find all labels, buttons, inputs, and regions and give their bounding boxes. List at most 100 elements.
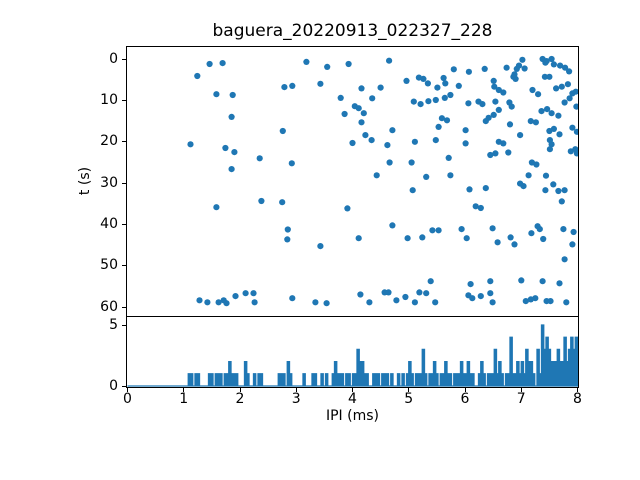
scatter-point bbox=[289, 82, 296, 89]
scatter-point bbox=[515, 62, 523, 69]
scatter-point bbox=[561, 187, 568, 194]
scatter-point bbox=[284, 236, 291, 243]
scatter-point bbox=[231, 149, 238, 156]
x-tick-mark bbox=[464, 388, 466, 392]
scatter-point bbox=[228, 166, 235, 173]
scatter-point bbox=[219, 60, 226, 67]
scatter-point bbox=[232, 293, 239, 300]
scatter-point bbox=[518, 277, 525, 284]
scatter-point bbox=[540, 235, 547, 243]
scatter-point bbox=[455, 82, 462, 89]
scatter-point bbox=[563, 299, 570, 306]
scatter-point bbox=[548, 141, 555, 148]
y-tick-mark bbox=[122, 324, 126, 326]
scatter-point bbox=[360, 110, 367, 117]
scatter-point bbox=[410, 98, 417, 105]
y-tick-mark bbox=[122, 58, 126, 60]
scatter-point bbox=[489, 225, 496, 232]
scatter-point bbox=[303, 58, 310, 65]
scatter-point bbox=[458, 226, 465, 233]
scatter-plot-area bbox=[126, 46, 579, 317]
scatter-point bbox=[355, 105, 362, 112]
scatter-point bbox=[373, 172, 380, 179]
y-tick-mark bbox=[122, 224, 126, 226]
scatter-point bbox=[341, 110, 348, 118]
y-tick-label: 20 bbox=[100, 133, 118, 150]
histogram-series bbox=[127, 324, 578, 387]
y-tick-label: 50 bbox=[100, 257, 118, 274]
scatter-point bbox=[562, 64, 569, 71]
scatter-point bbox=[558, 198, 565, 205]
scatter-point bbox=[548, 110, 555, 117]
scatter-point bbox=[491, 83, 498, 90]
scatter-point bbox=[389, 222, 396, 229]
scatter-point bbox=[494, 239, 501, 246]
scatter-point bbox=[555, 112, 562, 119]
scatter-point bbox=[222, 144, 229, 152]
x-tick-mark bbox=[408, 388, 410, 392]
scatter-point bbox=[450, 66, 457, 73]
scatter-point bbox=[527, 118, 534, 125]
x-tick-mark bbox=[183, 388, 185, 392]
scatter-point bbox=[462, 127, 469, 134]
scatter-point bbox=[228, 113, 235, 120]
y-tick-label: 40 bbox=[100, 216, 118, 233]
scatter-point bbox=[542, 172, 550, 179]
scatter-point bbox=[258, 197, 265, 205]
scatter-point bbox=[556, 280, 563, 287]
scatter-point bbox=[542, 59, 549, 66]
scatter-point bbox=[536, 226, 543, 233]
scatter-point bbox=[355, 235, 362, 242]
scatter-point bbox=[402, 293, 409, 301]
scatter-point bbox=[490, 77, 497, 84]
scatter-point bbox=[477, 204, 484, 212]
scatter-point bbox=[215, 299, 222, 306]
scatter-point bbox=[573, 103, 578, 110]
scatter-point bbox=[561, 99, 568, 106]
scatter-point bbox=[213, 91, 220, 98]
scatter-point bbox=[566, 95, 573, 102]
scatter-point bbox=[507, 234, 514, 241]
scatter-point bbox=[511, 241, 518, 248]
x-tick-mark bbox=[239, 388, 241, 392]
scatter-point bbox=[423, 290, 430, 297]
scatter-point bbox=[440, 74, 447, 82]
scatter-point bbox=[535, 91, 542, 98]
scatter-point bbox=[492, 150, 499, 157]
scatter-point bbox=[573, 150, 578, 157]
scatter-point bbox=[404, 235, 411, 242]
scatter-point bbox=[467, 281, 474, 288]
scatter-point bbox=[529, 86, 536, 94]
scatter-point bbox=[466, 186, 473, 193]
scatter-point bbox=[323, 300, 330, 307]
scatter-point bbox=[187, 141, 194, 148]
x-tick-label: 7 bbox=[516, 391, 526, 407]
scatter-point bbox=[520, 183, 527, 190]
scatter-point bbox=[503, 64, 510, 71]
histogram-plot-area bbox=[126, 316, 579, 388]
scatter-point bbox=[542, 187, 549, 194]
scatter-point bbox=[358, 119, 365, 126]
scatter-point bbox=[550, 181, 557, 188]
x-axis-label: IPI (ms) bbox=[325, 408, 379, 424]
scatter-point bbox=[560, 226, 567, 233]
y-tick-label: 60 bbox=[100, 298, 118, 315]
scatter-points-layer bbox=[187, 55, 578, 307]
scatter-point bbox=[419, 234, 426, 241]
scatter-point bbox=[385, 289, 392, 296]
scatter-point bbox=[256, 155, 263, 162]
scatter-point bbox=[432, 137, 439, 144]
scatter-point bbox=[435, 227, 442, 234]
x-tick-label: 2 bbox=[235, 391, 245, 407]
x-tick-label: 8 bbox=[573, 391, 582, 407]
scatter-point bbox=[487, 278, 494, 285]
scatter-point bbox=[544, 106, 551, 113]
scatter-point bbox=[289, 295, 296, 302]
y-tick-mark bbox=[122, 306, 126, 308]
scatter-point bbox=[505, 149, 512, 156]
scatter-point bbox=[532, 119, 539, 126]
scatter-point bbox=[362, 132, 369, 139]
scatter-point bbox=[424, 80, 431, 87]
scatter-point bbox=[517, 132, 524, 139]
